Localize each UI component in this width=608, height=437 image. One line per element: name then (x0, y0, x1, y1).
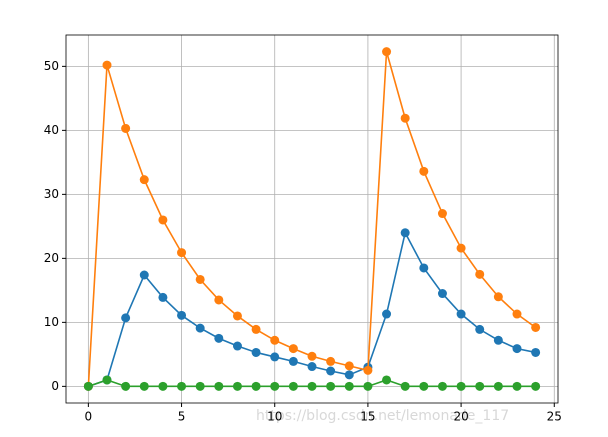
marker (326, 366, 336, 376)
marker (214, 295, 224, 305)
marker (139, 381, 149, 391)
marker (326, 381, 336, 391)
marker (363, 365, 373, 375)
marker (344, 370, 354, 380)
marker (493, 292, 503, 302)
marker (475, 381, 485, 391)
marker (531, 322, 541, 332)
marker (270, 381, 280, 391)
x-tick-label: 25 (547, 410, 562, 424)
marker (158, 292, 168, 302)
marker (382, 309, 392, 319)
marker (177, 381, 187, 391)
marker (344, 361, 354, 371)
marker (382, 47, 392, 57)
marker (158, 215, 168, 225)
marker (344, 381, 354, 391)
marker (437, 209, 447, 219)
marker (195, 274, 205, 284)
marker (400, 113, 410, 123)
marker (400, 228, 410, 238)
x-tick-label: 15 (360, 410, 375, 424)
marker (456, 381, 466, 391)
marker (326, 356, 336, 366)
marker (121, 381, 131, 391)
marker (400, 381, 410, 391)
marker (139, 175, 149, 185)
marker (512, 309, 522, 319)
marker (531, 381, 541, 391)
y-tick-label: 20 (44, 251, 59, 265)
marker (177, 248, 187, 258)
marker (493, 335, 503, 345)
marker (512, 381, 522, 391)
marker (437, 289, 447, 299)
x-tick-label: 10 (267, 410, 282, 424)
marker (493, 381, 503, 391)
y-tick-label: 10 (44, 315, 59, 329)
y-tick-label: 0 (51, 379, 59, 393)
watermark: https://blog.csdn.net/lemonade_117 (256, 408, 509, 424)
marker (512, 344, 522, 354)
marker (288, 356, 298, 366)
marker (232, 311, 242, 321)
x-tick-label: 20 (453, 410, 468, 424)
marker (531, 347, 541, 357)
x-tick-label: 5 (178, 410, 186, 424)
marker (419, 166, 429, 176)
marker (270, 352, 280, 362)
y-tick-label: 30 (44, 187, 59, 201)
marker (437, 381, 447, 391)
axes-frame (65, 34, 559, 404)
line (87, 51, 537, 387)
marker (121, 123, 131, 133)
marker (83, 381, 93, 391)
marker (475, 269, 485, 279)
marker (288, 381, 298, 391)
marker (214, 333, 224, 343)
y-tick-label: 50 (44, 59, 59, 73)
marker (382, 375, 392, 385)
marker (102, 60, 112, 70)
marker (214, 381, 224, 391)
x-tick-label: 0 (85, 410, 93, 424)
marker (158, 381, 168, 391)
marker (475, 324, 485, 334)
marker (456, 309, 466, 319)
marker (232, 341, 242, 351)
marker (102, 375, 112, 385)
marker (232, 381, 242, 391)
marker (195, 381, 205, 391)
marker (139, 270, 149, 280)
marker (363, 381, 373, 391)
marker (251, 324, 261, 334)
marker (121, 313, 131, 323)
marker (419, 263, 429, 273)
marker (177, 310, 187, 320)
marker (307, 381, 317, 391)
y-tick-label: 40 (44, 123, 59, 137)
marker (307, 362, 317, 372)
marker (288, 344, 298, 354)
marker (251, 347, 261, 357)
marker (419, 381, 429, 391)
marker (195, 323, 205, 333)
marker (270, 335, 280, 345)
marker (251, 381, 261, 391)
marker (456, 243, 466, 253)
marker (307, 351, 317, 361)
